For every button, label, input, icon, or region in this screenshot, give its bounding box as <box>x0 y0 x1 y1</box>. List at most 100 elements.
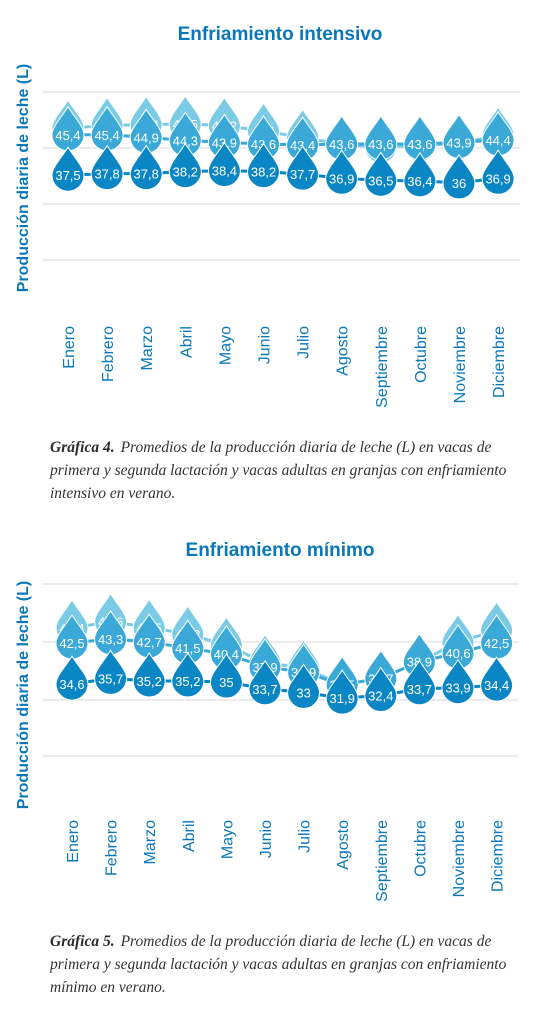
data-label: 43,6 <box>329 137 354 152</box>
data-label: 45,4 <box>94 128 119 143</box>
data-label: 42,7 <box>137 635 162 650</box>
x-tick-label: Mayo <box>217 326 234 365</box>
x-tick-label: Septiembre <box>374 326 391 408</box>
data-point-drop <box>209 653 243 699</box>
data-point-drop <box>168 142 202 189</box>
y-axis-label: Producción diaria de leche (L) <box>15 581 32 810</box>
data-label: 43,6 <box>407 137 432 152</box>
chart-enfriamiento-minimo: Enfriamiento mínimo Producción diaria de … <box>15 540 519 902</box>
data-label: 43,3 <box>98 632 123 647</box>
data-label: 36 <box>452 176 466 191</box>
x-tick-label: Julio <box>297 820 314 853</box>
data-label: 38,2 <box>173 165 198 180</box>
x-tick-label: Abril <box>181 820 198 852</box>
data-point-drop <box>51 146 85 192</box>
data-label: 31,9 <box>330 691 355 706</box>
data-label: 35,2 <box>137 674 162 689</box>
data-label: 45,4 <box>55 128 80 143</box>
caption-label: Gráfica 4. <box>50 439 115 456</box>
y-axis-label: Producción diaria de leche (L) <box>15 64 32 293</box>
data-label: 36,9 <box>485 171 510 186</box>
x-tick-label: Junio <box>258 820 275 858</box>
data-label: 37,8 <box>134 167 159 182</box>
data-label: 37,5 <box>55 168 80 183</box>
data-point-drop <box>207 141 241 188</box>
data-label: 43,6 <box>368 137 393 152</box>
x-tick-label: Octubre <box>412 820 429 877</box>
data-label: 34,6 <box>59 677 84 692</box>
series-vacas-adultas: 37,5 37,8 37,8 38,2 38,4 38,2 37,7 36,9 36,5 36,4… <box>51 141 515 200</box>
data-point-drop <box>442 153 476 200</box>
caption-text: Promedios de la producción diaria de lec… <box>50 439 507 502</box>
x-tick-label: Agosto <box>335 326 352 376</box>
x-tick-label: Julio <box>296 326 313 359</box>
chart-title: Enfriamiento intensivo <box>178 24 383 45</box>
chart-block-minimo: Enfriamiento mínimo Producción diaria de … <box>0 520 542 1024</box>
data-point-drop <box>55 655 89 701</box>
data-point-drop <box>325 669 359 715</box>
data-point-drop <box>94 649 128 695</box>
data-label: 35,2 <box>175 674 200 689</box>
data-label: 44,4 <box>485 133 510 148</box>
chart-block-intensivo: Enfriamiento intensivo Producción diaria … <box>15 24 521 505</box>
data-label: 41,5 <box>175 641 200 656</box>
data-point-drop <box>325 149 359 195</box>
caption-label: Gráfica 5. <box>50 933 115 950</box>
data-label: 34,4 <box>484 678 509 693</box>
x-tick-label: Agosto <box>335 820 352 870</box>
data-point-drop <box>90 144 124 191</box>
data-label: 33,7 <box>252 682 277 697</box>
x-tick-label: Abril <box>178 326 195 358</box>
chart-title: Enfriamiento mínimo <box>186 540 375 561</box>
data-point-drop <box>246 142 281 189</box>
data-point-drop <box>364 151 398 197</box>
x-tick-label: Noviembre <box>451 820 468 897</box>
x-tick-label: Septiembre <box>374 820 391 902</box>
data-label: 44,3 <box>173 133 198 148</box>
x-tick-label: Enero <box>61 326 78 369</box>
figure-caption: Gráfica 5. Promedios de la producción dia… <box>50 930 520 999</box>
data-label: 33 <box>296 685 310 700</box>
data-label: 37,7 <box>290 167 315 182</box>
data-label: 38,4 <box>212 164 237 179</box>
data-label: 35 <box>219 675 233 690</box>
x-tick-label: Junio <box>257 326 274 364</box>
x-tick-label: Febrero <box>100 326 117 382</box>
data-point-drop <box>441 658 475 705</box>
series-vacas-adultas: 34,6 35,7 35,2 35,2 35 33,7 33 31,9 32,4 33,7 33,9… <box>55 649 514 715</box>
data-label: 43,9 <box>446 135 471 150</box>
x-tick-label: Marzo <box>139 326 156 371</box>
data-point-drop <box>287 663 321 709</box>
x-tick-label: Marzo <box>142 820 159 865</box>
x-tick-label: Febrero <box>104 820 121 876</box>
data-point-drop <box>248 659 282 706</box>
data-point-drop <box>129 144 163 191</box>
data-label: 35,7 <box>98 671 123 686</box>
x-tick-label: Octubre <box>413 326 430 383</box>
data-label: 36,4 <box>407 174 432 189</box>
data-label: 42,5 <box>59 636 84 651</box>
data-label: 33,7 <box>407 682 432 697</box>
data-label: 38,2 <box>251 165 276 180</box>
data-point-drop <box>403 151 437 198</box>
series-segunda-lactacion: 45,445,444,944,343,943,643,443,643,643,6… <box>51 105 515 162</box>
chart-enfriamiento-intensivo: Enfriamiento intensivo Producción diaria … <box>15 24 521 408</box>
x-tick-label: Diciembre <box>491 326 508 398</box>
x-tick-label: Diciembre <box>490 820 507 892</box>
data-label: 42,5 <box>484 636 509 651</box>
data-label: 33,9 <box>445 681 470 696</box>
data-point-drop <box>132 651 166 698</box>
data-label: 40,6 <box>445 646 470 661</box>
data-point-drop <box>402 659 436 706</box>
figure-caption: Gráfica 4. Promedios de la producción dia… <box>50 436 520 505</box>
data-label: 36,9 <box>329 171 354 186</box>
data-label: 44,9 <box>134 130 159 145</box>
data-point-drop <box>480 656 514 702</box>
x-tick-label: Mayo <box>219 820 236 859</box>
x-tick-label: Enero <box>65 820 82 863</box>
data-point-drop <box>481 149 515 195</box>
data-label: 36,5 <box>368 173 393 188</box>
caption-text: Promedios de la producción diaria de lec… <box>50 933 507 996</box>
data-label: 32,4 <box>368 689 393 704</box>
x-tick-label: Noviembre <box>452 326 469 403</box>
